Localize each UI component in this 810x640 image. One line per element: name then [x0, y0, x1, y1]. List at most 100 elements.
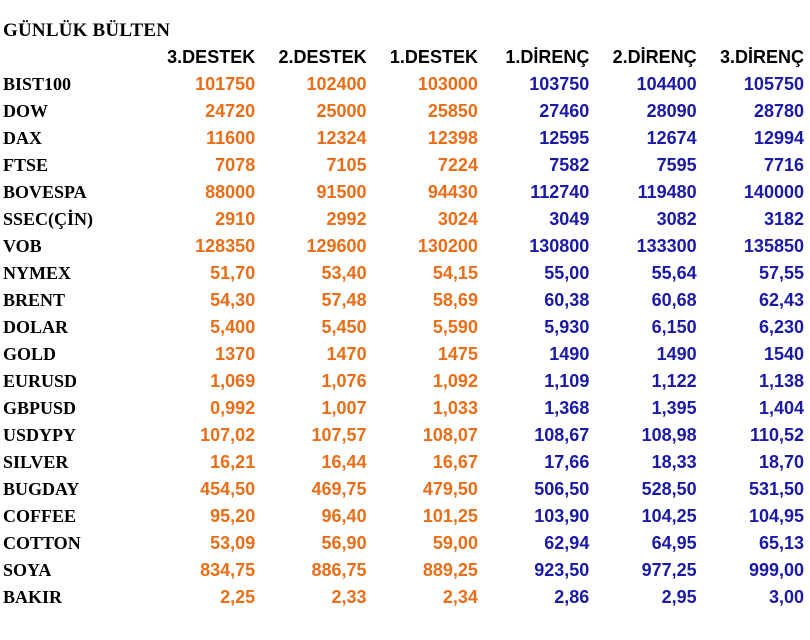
resistance-1-value: 27460 [539, 101, 590, 121]
table-row: FTSE 7078 7105 7224 7582 7595 7716 [0, 152, 808, 179]
table-row: BUGDAY 454,50 469,75 479,50 506,50 528,50 531,… [0, 476, 808, 503]
support-1-value: 130200 [417, 236, 478, 256]
support-3-value: 834,75 [200, 560, 256, 580]
resistance-2-value: 119480 [637, 182, 697, 202]
resistance-1-value: 1,109 [544, 371, 590, 391]
support-1-value: 108,07 [422, 425, 478, 445]
header-resistance-2: 2.DİRENÇ [612, 47, 697, 67]
table-row: GOLD 1370 1470 1475 1490 1490 1540 [0, 341, 808, 368]
table-row: DOW 24720 25000 25850 27460 28090 28780 [0, 98, 808, 125]
support-1-value: 94430 [427, 182, 478, 202]
header-support-3: 3.DESTEK [167, 47, 256, 67]
support-2-value: 96,40 [321, 506, 367, 526]
instrument-name: GBPUSD [3, 398, 77, 418]
resistance-2-value: 6,150 [651, 317, 697, 337]
support-1-value: 1,092 [432, 371, 478, 391]
support-3-value: 128350 [195, 236, 256, 256]
instrument-name: BRENT [3, 290, 66, 310]
resistance-1-value: 5,930 [544, 317, 590, 337]
support-3-value: 54,30 [210, 290, 256, 310]
instrument-name: BUGDAY [3, 479, 80, 499]
header-blank [0, 44, 148, 71]
support-1-value: 7224 [437, 155, 478, 175]
resistance-3-value: 1,138 [758, 371, 804, 391]
table-body: BIST100 101750 102400 103000 103750 104400 105… [0, 71, 808, 611]
instrument-name: SSEC(ÇİN) [3, 209, 94, 229]
resistance-2-value: 64,95 [651, 533, 697, 553]
resistance-2-value: 18,33 [651, 452, 697, 472]
support-3-value: 2910 [215, 209, 256, 229]
support-1-value: 889,25 [422, 560, 478, 580]
table-row: COFFEE 95,20 96,40 101,25 103,90 104,25 104,95 [0, 503, 808, 530]
instrument-name: COTTON [3, 533, 81, 553]
resistance-3-value: 12994 [753, 128, 804, 148]
support-2-value: 25000 [316, 101, 367, 121]
instrument-name: NYMEX [3, 263, 71, 283]
levels-table: 3.DESTEK 2.DESTEK 1.DESTEK 1.DİRENÇ 2.Dİ… [0, 44, 808, 611]
resistance-2-value: 104400 [636, 74, 697, 94]
resistance-3-value: 6,230 [758, 317, 804, 337]
support-3-value: 107,02 [200, 425, 256, 445]
resistance-3-value: 18,70 [758, 452, 804, 472]
support-2-value: 129600 [306, 236, 367, 256]
instrument-name: BAKIR [3, 587, 63, 607]
resistance-1-value: 506,50 [534, 479, 590, 499]
support-2-value: 5,450 [321, 317, 367, 337]
resistance-1-value: 923,50 [534, 560, 590, 580]
resistance-3-value: 1540 [763, 344, 804, 364]
resistance-1-value: 62,94 [544, 533, 590, 553]
table-row: SILVER 16,21 16,44 16,67 17,66 18,33 18,70 [0, 449, 808, 476]
resistance-2-value: 12674 [646, 128, 697, 148]
instrument-name: DOLAR [3, 317, 69, 337]
instrument-name: VOB [3, 236, 42, 256]
table-row: DAX 11600 12324 12398 12595 12674 12994 [0, 125, 808, 152]
support-1-value: 3024 [437, 209, 478, 229]
support-1-value: 101,25 [422, 506, 478, 526]
support-3-value: 1370 [215, 344, 256, 364]
support-3-value: 24720 [205, 101, 256, 121]
instrument-name: COFFEE [3, 506, 77, 526]
resistance-3-value: 105750 [743, 74, 804, 94]
support-3-value: 51,70 [210, 263, 256, 283]
support-1-value: 479,50 [422, 479, 478, 499]
resistance-2-value: 2,95 [661, 587, 697, 607]
instrument-name: USDYPY [3, 425, 77, 445]
instrument-name: BOVESPA [3, 182, 87, 202]
support-1-value: 25850 [427, 101, 478, 121]
table-row: BRENT 54,30 57,48 58,69 60,38 60,68 62,43 [0, 287, 808, 314]
resistance-1-value: 112740 [530, 182, 590, 202]
support-2-value: 102400 [306, 74, 367, 94]
support-3-value: 88000 [205, 182, 256, 202]
support-2-value: 107,57 [311, 425, 367, 445]
header-resistance-1: 1.DİRENÇ [505, 47, 590, 67]
instrument-name: BIST100 [3, 74, 72, 94]
table-row: VOB 128350 129600 130200 130800 133300 135850 [0, 233, 808, 260]
support-3-value: 1,069 [210, 371, 256, 391]
support-3-value: 5,400 [210, 317, 256, 337]
support-3-value: 95,20 [210, 506, 256, 526]
resistance-3-value: 3,00 [768, 587, 804, 607]
instrument-name: DOW [3, 101, 48, 121]
instrument-name: SILVER [3, 452, 69, 472]
resistance-3-value: 1,404 [758, 398, 804, 418]
resistance-2-value: 60,68 [651, 290, 697, 310]
table-row: SSEC(ÇİN) 2910 2992 3024 3049 3082 3182 [0, 206, 808, 233]
support-3-value: 16,21 [210, 452, 256, 472]
instrument-name: DAX [3, 128, 42, 148]
resistance-2-value: 1,395 [651, 398, 697, 418]
support-1-value: 2,34 [442, 587, 478, 607]
table-row: SOYA 834,75 886,75 889,25 923,50 977,25 999,00 [0, 557, 808, 584]
support-1-value: 5,590 [432, 317, 478, 337]
resistance-3-value: 7716 [763, 155, 804, 175]
table-row: USDYPY 107,02 107,57 108,07 108,67 108,98 110,… [0, 422, 808, 449]
support-2-value: 53,40 [321, 263, 367, 283]
table-row: NYMEX 51,70 53,40 54,15 55,00 55,64 57,55 [0, 260, 808, 287]
resistance-3-value: 531,50 [748, 479, 804, 499]
support-3-value: 454,50 [200, 479, 256, 499]
page-title: GÜNLÜK BÜLTEN [3, 20, 171, 41]
resistance-3-value: 65,13 [758, 533, 804, 553]
instrument-name: FTSE [3, 155, 49, 175]
support-1-value: 103000 [417, 74, 478, 94]
resistance-2-value: 1,122 [651, 371, 697, 391]
header-resistance-3: 3.DİRENÇ [719, 47, 804, 67]
